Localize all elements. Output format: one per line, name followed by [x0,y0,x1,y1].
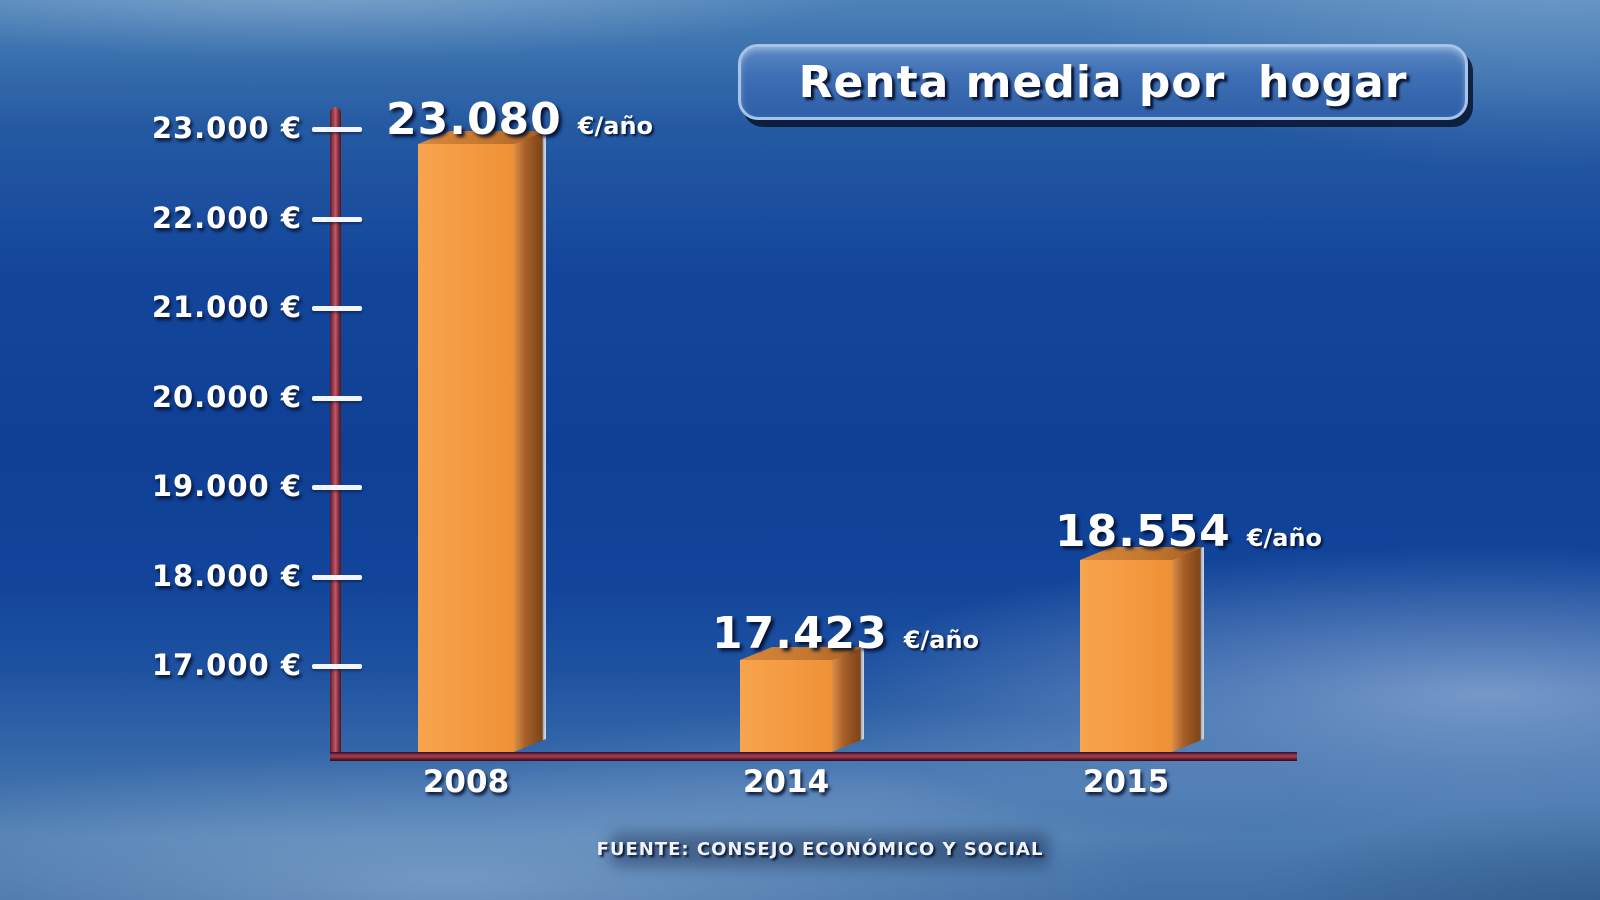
y-axis-label-23000: 23.000 € [151,111,302,145]
value-2008: 23.080 [386,94,562,145]
bar-2014-side-face [832,647,864,752]
bar-2014-top-face [740,647,864,660]
bar-2015 [1080,560,1172,752]
tick-mark [312,396,362,401]
tick-mark [312,575,362,580]
y-axis-label-21000: 21.000 € [151,290,302,324]
source-backdrop [610,833,1050,867]
y-axis-label-19000: 19.000 € [151,469,302,503]
unit-label: €/año [1246,524,1323,552]
bar-2015-top-face [1080,547,1204,560]
x-axis-label-2014: 2014 [742,764,830,800]
value-label-2015: 18.554 €/año [1055,506,1322,557]
y-axis-label-22000: 22.000 € [151,201,302,235]
bar-2008-side-face [514,131,546,752]
x-axis-line [330,752,1297,761]
tick-mark [312,485,362,490]
source-text: FUENTE: CONSEJO ECONÓMICO Y SOCIAL [596,839,1044,860]
value-2014: 17.423 [712,608,888,659]
y-axis-label-17000: 17.000 € [151,648,302,682]
chart-title: Renta media por hogar [798,56,1408,108]
tick-mark [312,127,362,132]
bar-2014 [740,660,832,752]
unit-label: €/año [903,626,980,654]
title-banner: Renta media por hogar [738,44,1468,120]
unit-label: €/año [577,112,654,140]
value-label-2014: 17.423 €/año [712,608,979,659]
x-axis-label-2008: 2008 [422,764,510,800]
x-axis-label-2015: 2015 [1082,764,1170,800]
y-axis-label-20000: 20.000 € [151,380,302,414]
value-label-2008: 23.080 €/año [386,94,653,145]
value-2015: 18.554 [1055,506,1231,557]
y-axis-label-18000: 18.000 € [151,559,302,593]
bar-2015-side-face [1172,547,1204,752]
tick-mark [312,664,362,669]
bar-2008 [418,144,514,752]
bar-2008-top-face [418,131,546,144]
tick-mark [312,306,362,311]
tick-mark [312,217,362,222]
y-axis-line [330,107,341,758]
